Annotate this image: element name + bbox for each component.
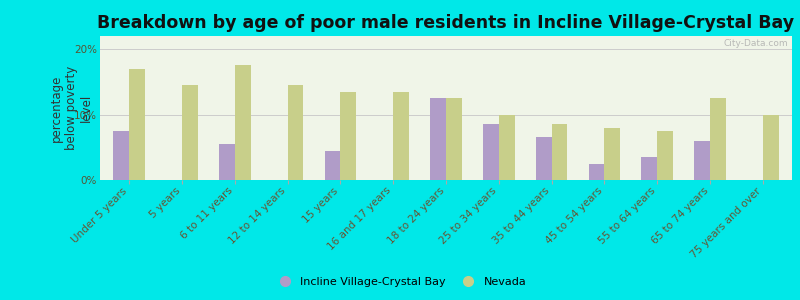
Title: Breakdown by age of poor male residents in Incline Village-Crystal Bay: Breakdown by age of poor male residents … — [98, 14, 794, 32]
Bar — [446, 98, 462, 180]
Y-axis label: percentage
below poverty
level: percentage below poverty level — [50, 66, 93, 150]
Bar — [552, 124, 567, 180]
Bar — [182, 85, 198, 180]
Legend: Incline Village-Crystal Bay, Nevada: Incline Village-Crystal Bay, Nevada — [269, 273, 531, 291]
Bar — [694, 141, 710, 180]
Bar — [325, 151, 340, 180]
Bar — [605, 128, 620, 180]
Bar — [219, 144, 234, 180]
Bar — [114, 131, 129, 180]
Bar — [642, 157, 658, 180]
Bar — [710, 98, 726, 180]
Bar — [234, 65, 250, 180]
Bar — [658, 131, 673, 180]
Bar — [129, 69, 145, 180]
Bar — [499, 115, 514, 180]
Bar — [589, 164, 605, 180]
Bar — [430, 98, 446, 180]
Text: City-Data.com: City-Data.com — [724, 39, 789, 48]
Bar — [483, 124, 499, 180]
Bar — [763, 115, 778, 180]
Bar — [340, 92, 356, 180]
Bar — [536, 137, 552, 180]
Bar — [287, 85, 303, 180]
Bar — [393, 92, 409, 180]
